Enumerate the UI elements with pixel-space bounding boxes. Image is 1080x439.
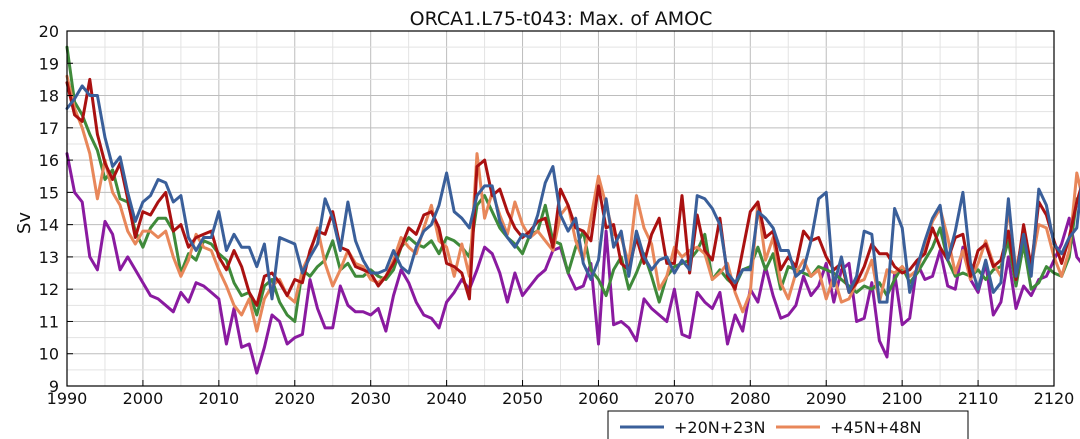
y-tick-label: 14	[39, 216, 59, 235]
x-tick-label: 2010	[198, 389, 239, 408]
x-tick-label: 2080	[730, 389, 771, 408]
x-tick-label: 2000	[123, 389, 164, 408]
y-tick-label: 18	[39, 87, 59, 106]
y-tick-label: 15	[39, 183, 59, 202]
series-line-1	[65, 84, 1080, 304]
y-tick-label: 13	[39, 248, 59, 267]
y-tick-label: 17	[39, 119, 59, 138]
x-tick-label: 2040	[426, 389, 467, 408]
y-tick-label: 11	[39, 312, 59, 331]
chart-title: ORCA1.L75-t043: Max. of AMOC	[410, 8, 713, 30]
x-tick-label: 2020	[274, 389, 315, 408]
x-tick-label: 1990	[47, 389, 88, 408]
y-axis-label: Sv	[14, 212, 35, 234]
y-tick-label: 10	[39, 345, 59, 364]
y-tick-label: 12	[39, 280, 59, 299]
legend-label: +45N+48N	[830, 418, 921, 437]
x-tick-label: 2030	[350, 389, 391, 408]
x-tick-label: 2090	[806, 389, 847, 408]
y-tick-label: 16	[39, 151, 59, 170]
x-tick-label: 2050	[502, 389, 543, 408]
series-lines	[65, 45, 1080, 375]
axis-ticks: 1990 2000 2010 2020 2030 2040 2050 2060 2070 2080…	[39, 22, 1075, 408]
x-tick-label: 2110	[958, 389, 999, 408]
plot-frame	[66, 30, 1055, 387]
x-tick-label: 2070	[654, 389, 695, 408]
y-tick-label: 19	[39, 54, 59, 73]
series-line-5	[65, 152, 1080, 375]
legend-box	[607, 410, 969, 439]
legend: +20N+23N +45N+48N	[607, 410, 969, 439]
x-tick-label: 2060	[578, 389, 619, 408]
x-tick-label: 2100	[882, 389, 923, 408]
y-tick-label: 9	[49, 377, 59, 396]
legend-label: +20N+23N	[674, 418, 765, 437]
y-tick-label: 20	[39, 22, 59, 41]
x-tick-label: 2120	[1034, 389, 1075, 408]
